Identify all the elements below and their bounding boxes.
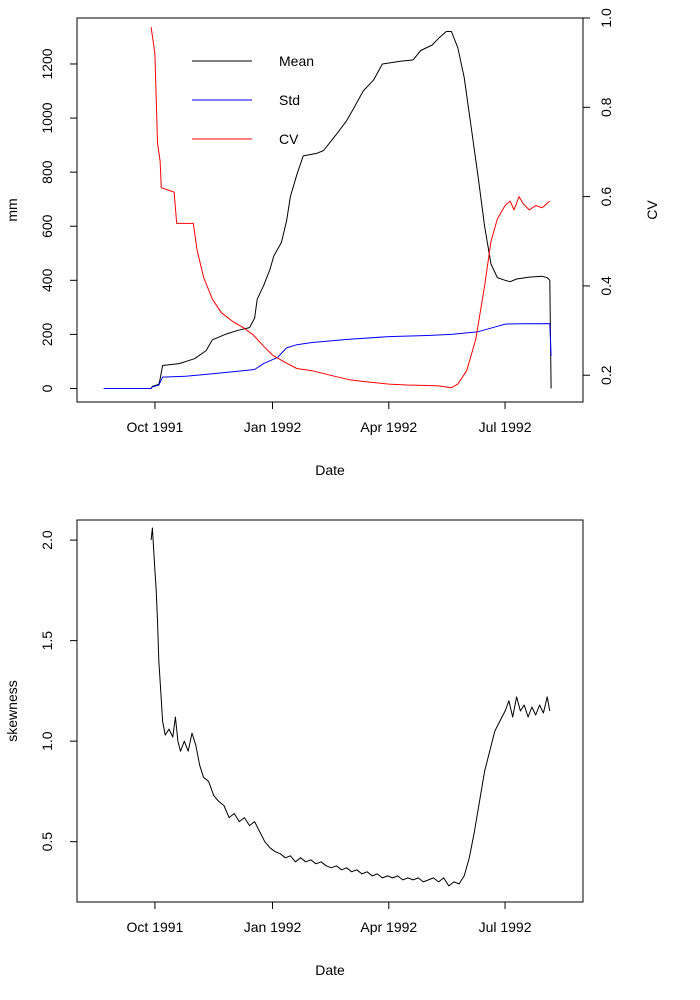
- y-right-tick-label: 0.2: [598, 365, 614, 385]
- y-tick-label: 1.0: [39, 731, 55, 751]
- x-tick-label: Jan 1992: [244, 919, 302, 935]
- y-axis-label: skewness: [4, 680, 20, 741]
- y-tick-label: 200: [39, 323, 55, 347]
- y-tick-label: 400: [39, 268, 55, 292]
- bottom-panel-skewness: Oct 1991 Jan 1992 Apr 1992 Jul 1992 Date 0.5 1…: [4, 519, 584, 978]
- plot-frame: [76, 17, 584, 403]
- y-axis-label: mm: [4, 198, 20, 221]
- x-tick-label: Jul 1992: [479, 419, 532, 435]
- mean-series-line: [103, 31, 552, 389]
- y-tick-label: 1200: [39, 48, 55, 79]
- cv-series-line: [150, 26, 551, 389]
- legend: Mean Std CV: [192, 53, 314, 147]
- y-tick-label: 1000: [39, 102, 55, 133]
- y-right-tick-label: 0.8: [598, 97, 614, 117]
- y-right-tick-label: 1.0: [598, 8, 614, 28]
- y-tick-label: 0: [39, 384, 55, 392]
- y-tick-label: 800: [39, 160, 55, 184]
- y-tick-label: 0.5: [39, 832, 55, 852]
- legend-label-cv: CV: [279, 131, 299, 147]
- skewness-series-line: [150, 527, 551, 887]
- y-tick-label: 600: [39, 214, 55, 238]
- x-tick-label: Jan 1992: [244, 419, 302, 435]
- std-series-line: [103, 323, 552, 389]
- legend-label-std: Std: [279, 92, 300, 108]
- x-tick-label: Oct 1991: [127, 919, 184, 935]
- y-right-axis-label: CV: [644, 200, 660, 220]
- plot-frame: [76, 519, 584, 903]
- top-panel-mean-std-cv: Oct 1991 Jan 1992 Apr 1992 Jul 1992 Date 0 200…: [4, 8, 660, 478]
- y-right-tick-label: 0.4: [598, 276, 614, 296]
- x-tick-label: Apr 1992: [360, 919, 417, 935]
- x-tick-label: Jul 1992: [479, 919, 532, 935]
- y-right-tick-label: 0.6: [598, 187, 614, 207]
- y-tick-label: 1.5: [39, 631, 55, 651]
- x-tick-label: Apr 1992: [360, 419, 417, 435]
- y-tick-label: 2.0: [39, 530, 55, 550]
- x-tick-label: Oct 1991: [127, 419, 184, 435]
- legend-label-mean: Mean: [279, 53, 314, 69]
- x-axis-label: Date: [315, 462, 345, 478]
- x-axis-label: Date: [315, 962, 345, 978]
